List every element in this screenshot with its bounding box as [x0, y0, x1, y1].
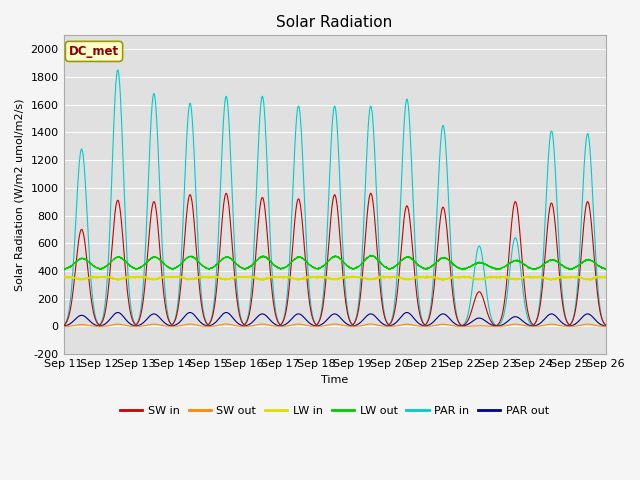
Title: Solar Radiation: Solar Radiation: [276, 15, 393, 30]
Y-axis label: Solar Radiation (W/m2 umol/m2/s): Solar Radiation (W/m2 umol/m2/s): [15, 98, 25, 291]
X-axis label: Time: Time: [321, 374, 348, 384]
Text: DC_met: DC_met: [69, 45, 119, 58]
Legend: SW in, SW out, LW in, LW out, PAR in, PAR out: SW in, SW out, LW in, LW out, PAR in, PA…: [116, 401, 554, 420]
